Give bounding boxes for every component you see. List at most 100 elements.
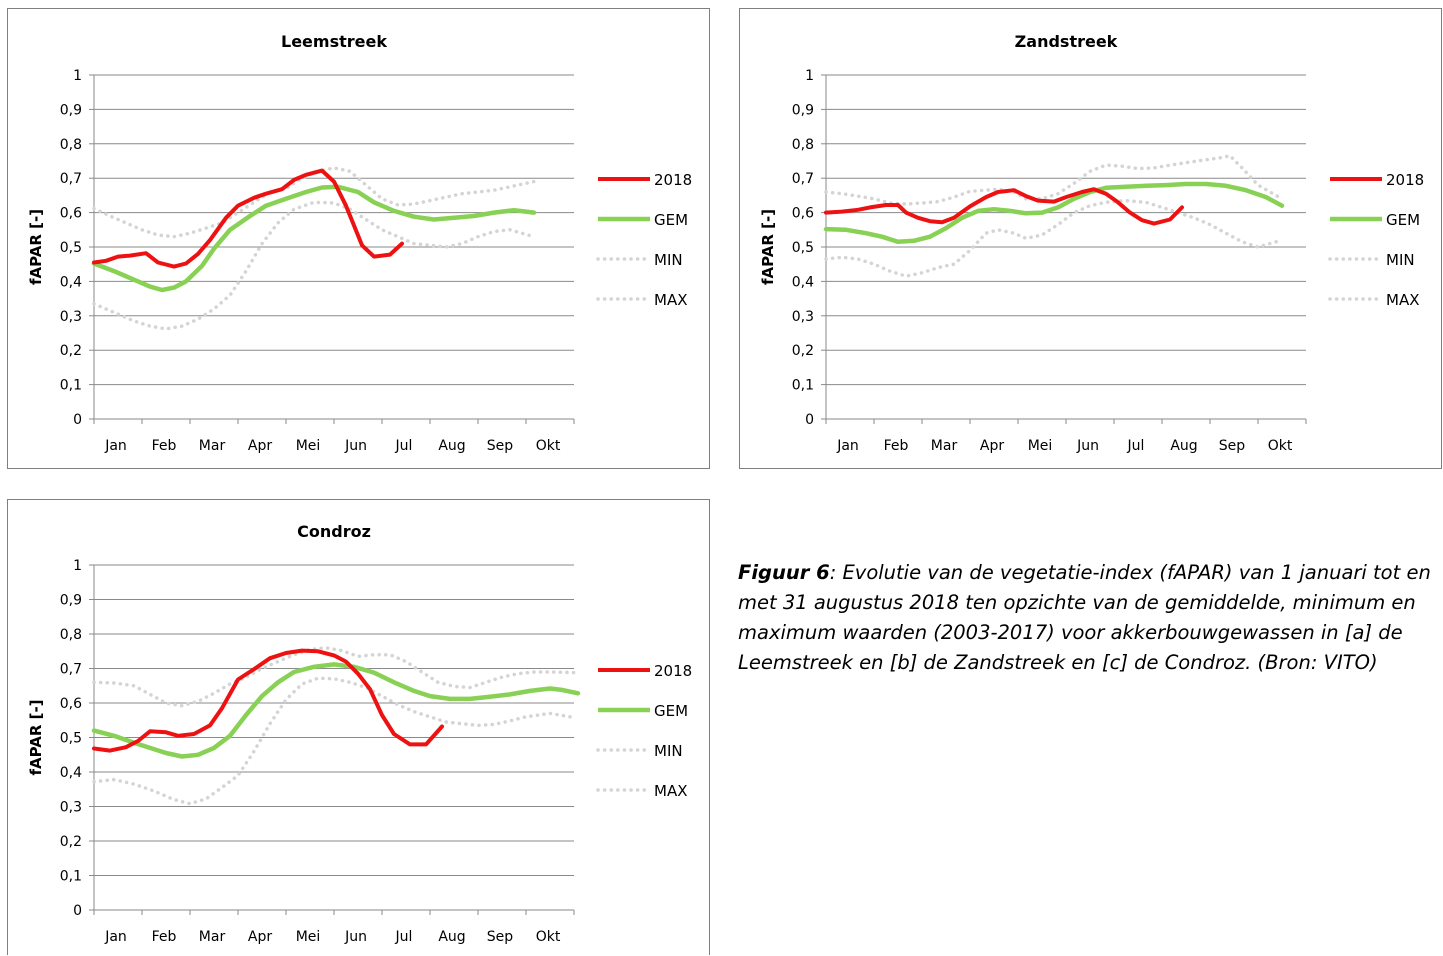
y-tick-label: 0 — [73, 903, 82, 919]
x-tick-label: Aug — [438, 438, 465, 454]
y-tick-label: 0 — [805, 412, 814, 428]
y-tick-label: 0,5 — [60, 731, 82, 747]
chart-svg-condroz: Condroz 0 0,1 0,2 0,3 0,4 0,5 0,6 0,7 0,8 0,9 1 Jan F… — [27, 522, 692, 945]
x-tick-label: Jul — [395, 438, 413, 454]
x-tick-label: Feb — [152, 929, 177, 945]
series-line-max — [92, 646, 576, 708]
y-tick-label: 0,5 — [60, 240, 82, 256]
x-tick-label: Apr — [248, 929, 272, 945]
y-tick-label: 0,2 — [60, 834, 82, 850]
y-tick-label: 0,6 — [792, 206, 814, 222]
chart-panel-condroz: Condroz 0 0,1 0,2 0,3 0,4 0,5 0,6 0,7 0,8 0,9 1 Jan F… — [7, 499, 710, 955]
x-tick-label: Mar — [931, 438, 958, 454]
legend-label: 2018 — [654, 662, 692, 680]
x-tick-label: Aug — [438, 929, 465, 945]
legend-label: 2018 — [654, 171, 692, 189]
x-tick-label: Jun — [344, 929, 367, 945]
y-tick-label: 0,4 — [60, 274, 82, 290]
legend-label: MAX — [1386, 291, 1419, 309]
x-tick-label: Jan — [104, 929, 127, 945]
x-tick-label: Mar — [199, 929, 226, 945]
chart-svg-leemstreek: Leemstreek 0 0,1 0,2 0,3 0,4 0,5 0,6 0,7 0,8 0,9 1 J… — [27, 32, 692, 454]
y-tick-label: 0,4 — [792, 274, 814, 290]
x-tick-label: Mei — [296, 929, 321, 945]
y-tick-label: 0,9 — [792, 102, 814, 118]
chart-panel-leemstreek: Leemstreek 0 0,1 0,2 0,3 0,4 0,5 0,6 0,7 0,8 0,9 1 J… — [7, 8, 710, 469]
y-tick-label: 0,1 — [60, 869, 82, 885]
x-tick-label: Feb — [152, 438, 177, 454]
y-tick-label: 0,6 — [60, 696, 82, 712]
y-tick-label: 0,9 — [60, 102, 82, 118]
y-tick-label: 0,1 — [792, 378, 814, 394]
y-tick-label: 0,7 — [60, 662, 82, 678]
y-tick-label: 0,3 — [792, 309, 814, 325]
x-tick-label: Jun — [1076, 438, 1099, 454]
y-tick-label: 0 — [73, 412, 82, 428]
y-tick-label: 0,2 — [792, 343, 814, 359]
x-tick-label: Sep — [487, 929, 514, 945]
legend-label: GEM — [654, 211, 688, 229]
y-tick-label: 0,3 — [60, 309, 82, 325]
chart-svg-zandstreek: Zandstreek 0 0,1 0,2 0,3 0,4 0,5 0,6 0,7 0,8 0,9 1 J… — [759, 32, 1424, 454]
chart-panel-zandstreek: Zandstreek 0 0,1 0,2 0,3 0,4 0,5 0,6 0,7 0,8 0,9 1 J… — [739, 8, 1442, 469]
x-tick-label: Apr — [248, 438, 272, 454]
y-tick-label: 0,7 — [792, 171, 814, 187]
y-tick-label: 0,7 — [60, 171, 82, 187]
x-tick-label: Sep — [1219, 438, 1246, 454]
y-tick-label: 1 — [73, 558, 82, 574]
y-tick-label: 0,8 — [792, 137, 814, 153]
y-tick-label: 0,1 — [60, 378, 82, 394]
x-tick-label: Jan — [836, 438, 859, 454]
legend-label: MIN — [1386, 251, 1415, 269]
x-tick-label: Jan — [104, 438, 127, 454]
caption-text: : Evolutie van de vegetatie-index (fAPAR… — [738, 561, 1431, 674]
y-tick-label: 0,5 — [792, 240, 814, 256]
x-tick-label: Mei — [296, 438, 321, 454]
y-tick-label: 0,2 — [60, 343, 82, 359]
x-tick-label: Aug — [1170, 438, 1197, 454]
y-tick-label: 0,8 — [60, 137, 82, 153]
y-axis-label: fAPAR [-] — [27, 209, 45, 285]
x-tick-label: Sep — [487, 438, 514, 454]
x-tick-label: Okt — [536, 929, 561, 945]
series-line-gem — [91, 662, 581, 759]
x-tick-label: Jul — [1127, 438, 1145, 454]
x-tick-label: Apr — [980, 438, 1004, 454]
series-line-min — [92, 200, 536, 331]
x-tick-label: Jul — [395, 929, 413, 945]
y-tick-label: 0,4 — [60, 765, 82, 781]
x-tick-label: Jun — [344, 438, 367, 454]
legend-label: 2018 — [1386, 171, 1424, 189]
chart-title: Zandstreek — [1015, 32, 1118, 51]
y-axis-label: fAPAR [-] — [27, 699, 45, 775]
x-tick-label: Okt — [536, 438, 561, 454]
series-line-max — [824, 154, 1284, 206]
series-line-min — [824, 198, 1284, 278]
legend-label: MIN — [654, 251, 683, 269]
legend-label: GEM — [654, 702, 688, 720]
chart-title: Condroz — [297, 522, 371, 541]
y-tick-label: 0,9 — [60, 593, 82, 609]
legend-label: MAX — [654, 782, 687, 800]
series-line-2018 — [92, 648, 444, 753]
x-tick-label: Feb — [884, 438, 909, 454]
y-tick-label: 1 — [73, 68, 82, 84]
y-tick-label: 0,6 — [60, 206, 82, 222]
y-tick-label: 1 — [805, 68, 814, 84]
x-tick-label: Okt — [1268, 438, 1293, 454]
caption-label: Figuur 6 — [738, 561, 830, 584]
series-line-gem — [823, 181, 1285, 245]
series-line-2018 — [824, 187, 1184, 226]
legend-label: GEM — [1386, 211, 1420, 229]
chart-title: Leemstreek — [281, 32, 387, 51]
y-axis-label: fAPAR [-] — [759, 209, 777, 285]
x-tick-label: Mar — [199, 438, 226, 454]
series-line-2018 — [92, 168, 404, 269]
series-line-gem — [91, 184, 537, 293]
y-tick-label: 0,3 — [60, 800, 82, 816]
legend-label: MAX — [654, 291, 687, 309]
y-tick-label: 0,8 — [60, 627, 82, 643]
legend-label: MIN — [654, 742, 683, 760]
x-tick-label: Mei — [1028, 438, 1053, 454]
figure-caption: Figuur 6: Evolutie van de vegetatie-inde… — [738, 558, 1438, 678]
